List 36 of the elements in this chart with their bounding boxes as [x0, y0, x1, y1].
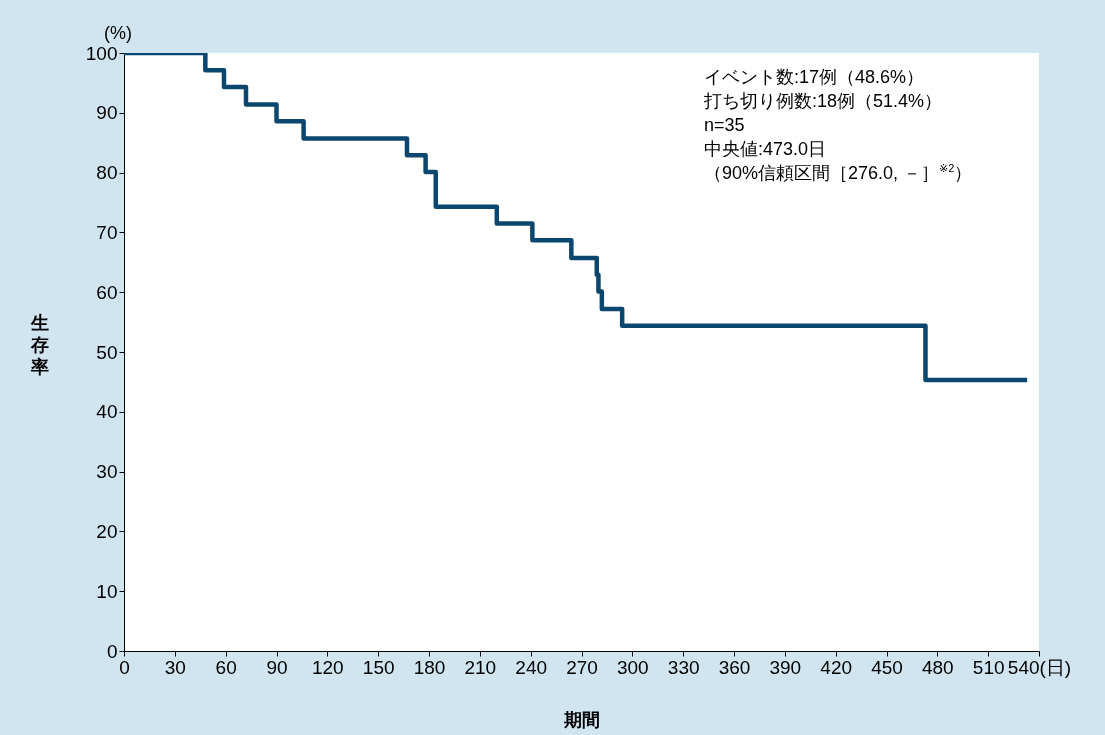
x-tick-label: 540(日) [1007, 656, 1072, 678]
y-tick-label: 100 [85, 42, 118, 64]
x-axis-title: 期間 [563, 709, 600, 730]
x-tick-label: 480 [921, 656, 954, 678]
annotation: n=35 [704, 115, 745, 135]
x-tick-label: 390 [769, 656, 802, 678]
y-tick-label: 30 [96, 461, 118, 483]
annotation: 中央値:473.0日 [704, 139, 827, 159]
x-tick-label: 240 [515, 656, 548, 678]
x-tick-label: 90 [266, 656, 288, 678]
x-tick-label: 300 [616, 656, 649, 678]
y-tick-label: 50 [96, 341, 118, 363]
y-tick-label: 0 [106, 640, 118, 662]
annotation: イベント数:17例（48.6%） [704, 67, 925, 87]
x-tick-label: 60 [215, 656, 237, 678]
x-tick-label: 120 [311, 656, 344, 678]
y-axis-title: 生存率 [29, 312, 49, 377]
y-tick-label: 90 [96, 102, 118, 124]
x-tick-label: 420 [820, 656, 853, 678]
y-tick-label: 10 [96, 580, 118, 602]
x-tick-label: 210 [464, 656, 497, 678]
y-tick-label: 40 [96, 401, 118, 423]
x-tick-label: 450 [871, 656, 903, 678]
x-tick-label: 180 [413, 656, 446, 678]
x-tick-label: 360 [718, 656, 751, 678]
text: (%) [104, 23, 132, 43]
y-tick-label: 70 [96, 221, 118, 243]
y-tick-label: 20 [96, 520, 118, 542]
x-tick-label: 30 [164, 656, 186, 678]
x-tick-label: 330 [667, 656, 700, 678]
annotation: 打ち切り例数:18例（51.4%） [703, 91, 943, 111]
x-tick-label: 270 [566, 656, 598, 678]
x-tick-label: 510 [972, 656, 1005, 678]
y-tick-label: 80 [96, 162, 118, 184]
x-tick-label: 150 [362, 656, 395, 678]
y-tick-label: 60 [96, 281, 118, 303]
